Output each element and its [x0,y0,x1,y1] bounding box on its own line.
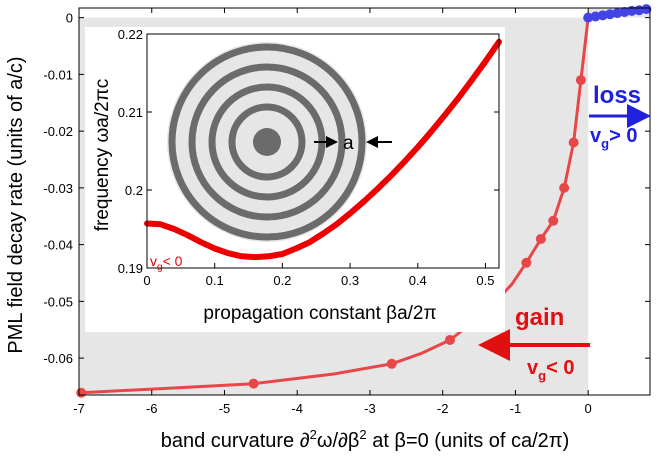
y-axis-title: PML field decay rate (units of a/c) [5,56,27,353]
fiber-ring [168,43,366,241]
x-tick-label: -7 [73,401,85,416]
x-tick-label: -5 [219,401,231,416]
inset-x-tick-label: 0.4 [409,273,427,288]
data-point [575,75,586,86]
x-tick-label: -1 [510,401,522,416]
data-point [248,378,259,389]
inset-x-tick-label: 0.2 [273,273,291,288]
inset-x-tick-label: 0.1 [206,273,224,288]
data-point [535,233,546,244]
x-tick-label: -6 [146,401,158,416]
y-tick-label: -0.04 [43,238,73,253]
y-tick-label: -0.05 [43,294,73,309]
x-tick-label: 0 [585,401,592,416]
data-point [548,215,559,226]
loss-vg-label: vg> 0 [590,125,637,151]
x-axis-title: band curvature ∂2ω/∂β2 at β=0 (units of … [161,427,570,452]
fiber-ring [228,103,306,181]
gain-vg-label: vg< 0 [527,357,574,383]
dispersion-curve [144,38,502,261]
y-tick-label: 0 [66,11,73,26]
x-tick-label: -3 [364,401,376,416]
x-tick-label: -4 [291,401,303,416]
y-axis-ticks: 0 -0.01 -0.02 -0.03 -0.04 -0.05 -0.06 [43,11,650,366]
data-point [444,334,455,345]
fiber-ring [188,63,346,221]
inset-x-tick-label: 0 [143,273,150,288]
fiber-core [253,128,281,156]
inset-x-tick-label: 0.5 [476,273,494,288]
gain-label: gain [515,304,564,331]
inset-y-tick-label: 0.19 [118,261,143,276]
inset-chart: 0 0.1 0.2 0.3 0.4 0.5 0.19 0.2 0.21 0.22 propaga… [85,27,505,332]
period-label: a [343,133,354,154]
inset-y-tick-label: 0.21 [118,105,143,120]
data-point [641,4,652,15]
inset-y-axis-title: frequency ωa/2πc [92,79,113,232]
bragg-fiber-icon [167,42,367,242]
data-point [76,387,87,398]
data-point [521,257,532,268]
inset-x-tick-label: 0.3 [341,273,359,288]
x-tick-label: -2 [437,401,449,416]
data-point [568,137,579,148]
inset-x-axis-ticks: 0 0.1 0.2 0.3 0.4 0.5 [143,263,495,288]
inset-series-line [144,38,502,261]
main-plot-frame [78,7,651,396]
inset-x-axis-title: propagation constant βa/2π [203,303,436,324]
y-tick-label: -0.02 [43,124,73,139]
x-axis-ticks: -7 -6 -5 -4 -3 -2 -1 0 [73,8,592,416]
y-tick-label: -0.06 [43,351,73,366]
inset-plot-frame [146,33,500,269]
inset-y-tick-label: 0.22 [118,27,143,42]
data-point [386,358,397,369]
loss-label: loss [593,82,641,109]
inset-y-tick-label: 0.2 [125,183,143,198]
y-tick-label: -0.03 [43,181,73,196]
inset-y-axis-ticks: 0.19 0.2 0.21 0.22 [118,27,499,276]
data-point [559,182,570,193]
y-tick-label: -0.01 [43,67,73,82]
